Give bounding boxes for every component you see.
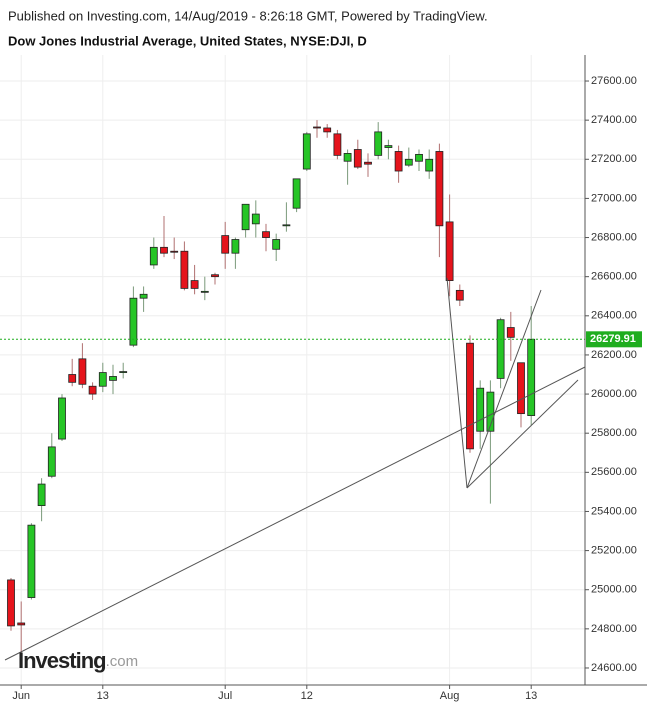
candle-body xyxy=(374,131,383,156)
candle-body xyxy=(170,250,179,253)
candle-body xyxy=(486,391,495,432)
candle-body xyxy=(221,235,230,254)
candle-body xyxy=(404,158,413,166)
candle-body xyxy=(180,250,189,289)
candle-body xyxy=(302,133,311,170)
candle-body xyxy=(415,153,423,162)
candle-body xyxy=(323,127,332,133)
candle-body xyxy=(343,153,352,162)
brand-suffix: .com xyxy=(106,653,139,670)
y-tick-label: 27400.00 xyxy=(591,114,637,126)
candle-body xyxy=(435,151,444,227)
y-tick-label: 26200.00 xyxy=(591,349,637,361)
y-tick-label: 26400.00 xyxy=(591,310,637,322)
candle-body xyxy=(353,149,362,168)
brand: Investing xyxy=(18,648,106,673)
candle-body xyxy=(27,524,36,598)
candle-body xyxy=(78,358,87,385)
candle-body xyxy=(466,342,474,450)
candle-body xyxy=(527,338,536,416)
candle-body xyxy=(496,319,505,379)
candle-body xyxy=(160,246,168,254)
candle-body xyxy=(17,622,26,626)
trend-line xyxy=(466,289,542,489)
candle-body xyxy=(251,213,260,225)
trend-lines xyxy=(4,277,586,661)
candle-body xyxy=(262,231,270,238)
candle-body xyxy=(231,239,240,254)
candle-body xyxy=(282,224,291,227)
candle-body xyxy=(58,397,66,440)
y-tick-label: 25000.00 xyxy=(591,584,637,596)
candle-body xyxy=(119,371,128,373)
y-tick-label: 25400.00 xyxy=(591,505,637,517)
candle-body xyxy=(149,246,158,266)
y-tick-label: 27200.00 xyxy=(591,153,637,165)
x-tick-label: Aug xyxy=(440,690,460,702)
y-tick-label: 27600.00 xyxy=(591,75,637,87)
x-tick-label: 13 xyxy=(525,690,537,702)
candle-body xyxy=(211,274,219,278)
candle-body xyxy=(476,387,485,432)
y-tick-label: 24800.00 xyxy=(591,623,637,635)
x-tick-label: 13 xyxy=(97,690,109,702)
trend-line xyxy=(4,366,586,661)
candle-body xyxy=(109,376,117,381)
candle-body xyxy=(384,145,393,148)
trend-line xyxy=(446,277,468,489)
candle-body xyxy=(129,297,138,346)
y-tick-label: 25200.00 xyxy=(591,544,637,556)
candle-body xyxy=(292,178,301,209)
y-tick-label: 25800.00 xyxy=(591,427,637,439)
candle-body xyxy=(425,158,434,172)
brand-logo: Investing.com xyxy=(18,648,138,673)
last-price-box xyxy=(586,331,642,348)
candles xyxy=(7,120,536,653)
candle-body xyxy=(455,289,464,301)
y-tick-label: 26800.00 xyxy=(591,231,637,243)
chart-title: Published on Investing.com, 14/Aug/2019 … xyxy=(8,8,488,23)
candle-body xyxy=(333,133,342,156)
candle-body xyxy=(7,579,15,627)
y-tick-label: 24600.00 xyxy=(591,662,637,674)
x-tick-label: Jun xyxy=(12,690,30,702)
candle-body xyxy=(68,374,77,383)
x-tick-label: 12 xyxy=(301,690,313,702)
candle-body xyxy=(272,239,281,250)
candle-body xyxy=(394,151,403,172)
last-price-label: 26279.91 xyxy=(590,333,636,345)
candle-body xyxy=(200,290,209,293)
candle-body xyxy=(139,293,148,299)
y-tick-label: 25600.00 xyxy=(591,466,637,478)
candle-body xyxy=(47,446,56,477)
chart-subtitle: Dow Jones Industrial Average, United Sta… xyxy=(8,33,367,48)
candle-body xyxy=(98,372,107,387)
candle-body xyxy=(241,203,250,231)
y-tick-label: 26000.00 xyxy=(591,388,637,400)
candle-body xyxy=(445,221,454,281)
candle-body xyxy=(517,362,525,415)
y-tick-label: 26600.00 xyxy=(591,271,637,283)
trend-line xyxy=(466,379,579,489)
x-tick-label: Jul xyxy=(218,690,232,702)
candle-body xyxy=(313,126,321,129)
candle-body xyxy=(37,483,46,506)
y-tick-label: 27000.00 xyxy=(591,192,637,204)
candle-body xyxy=(190,280,199,289)
candle-body xyxy=(88,385,97,395)
candle-body xyxy=(506,327,515,338)
candle-body xyxy=(364,161,372,165)
